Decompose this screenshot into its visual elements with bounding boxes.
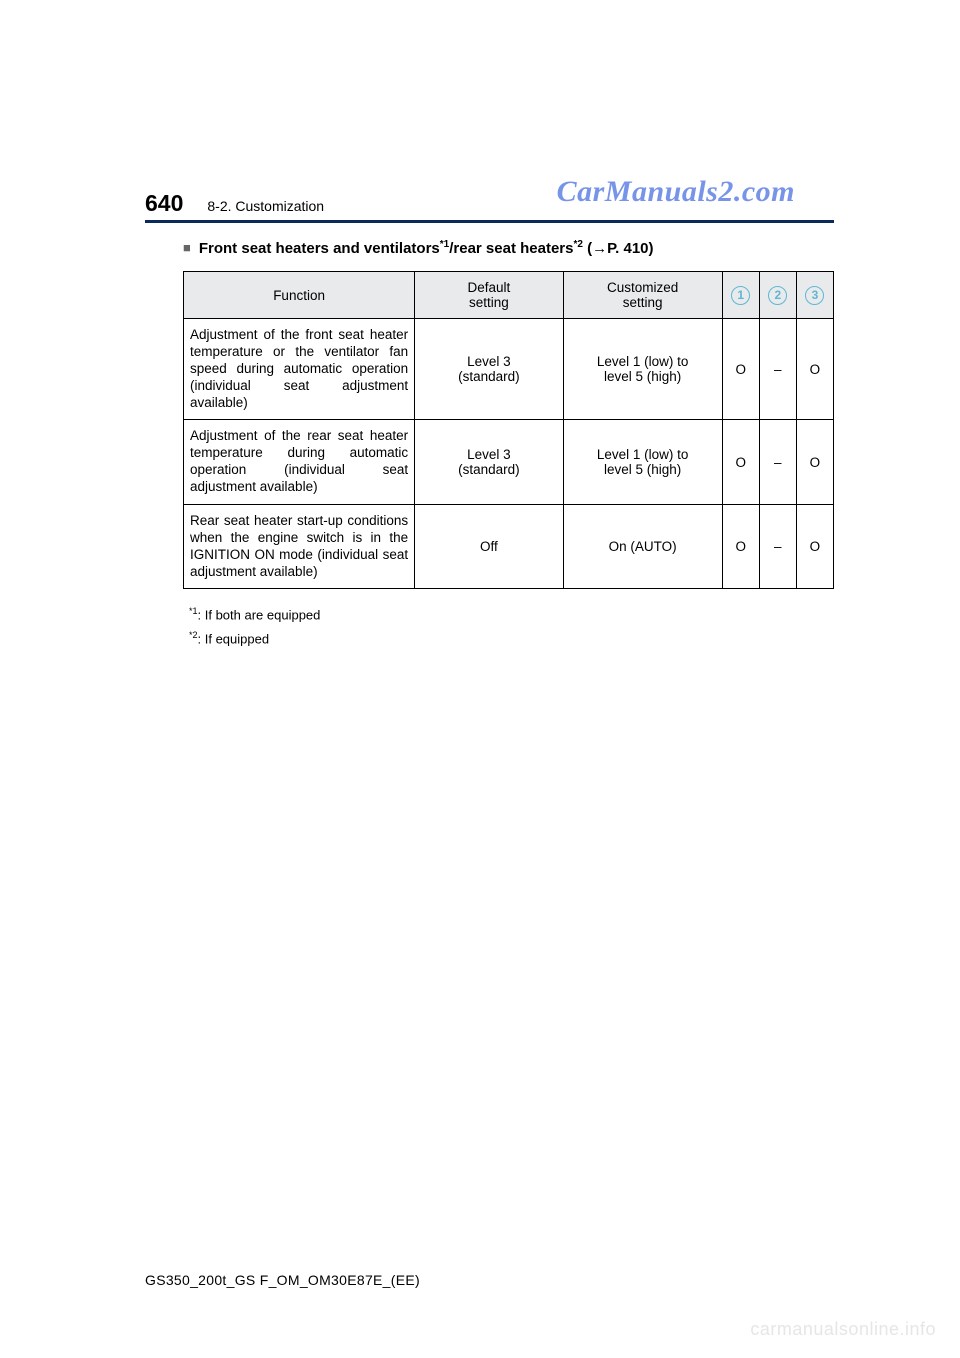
cell-customized: Level 1 (low) to level 5 (high) [563, 319, 722, 420]
cell-c3: O [796, 504, 833, 589]
th-customized: Customized setting [563, 272, 722, 319]
circled-2-icon: 2 [768, 286, 787, 305]
section-label: 8-2. Customization [207, 198, 324, 214]
th-default: Default setting [415, 272, 563, 319]
th-col3: 3 [796, 272, 833, 319]
heading-part-2: /rear seat heaters [449, 240, 573, 257]
cell-c3: O [796, 319, 833, 420]
page-number: 640 [145, 190, 183, 217]
cell-customized: Level 1 (low) to level 5 (high) [563, 420, 722, 505]
heading-part-1: Front seat heaters and ventilators [199, 240, 440, 257]
th-col2: 2 [759, 272, 796, 319]
heading-text: Front seat heaters and ventilators*1/rea… [199, 239, 654, 257]
cell-function: Adjustment of the rear seat heater tempe… [184, 420, 415, 505]
cell-c1: O [722, 319, 759, 420]
cell-function: Rear seat heater start-up conditions whe… [184, 504, 415, 589]
cell-default: Off [415, 504, 563, 589]
cell-c2: – [759, 319, 796, 420]
heading-part-3: (→P. 410) [583, 240, 654, 257]
circled-3-icon: 3 [805, 286, 824, 305]
footnote-2-text: : If equipped [198, 631, 270, 646]
cell-function: Adjustment of the front seat heater temp… [184, 319, 415, 420]
section-heading: ■ Front seat heaters and ventilators*1/r… [183, 239, 834, 257]
footnote-2-sup: *2 [189, 630, 198, 640]
cell-default: Level 3 (standard) [415, 319, 563, 420]
heading-sup-2: *2 [573, 239, 582, 250]
settings-table: Function Default setting Customized sett… [183, 271, 834, 589]
cell-c2: – [759, 420, 796, 505]
footnote-1: *1: If both are equipped [189, 603, 834, 627]
cell-c1: O [722, 420, 759, 505]
watermark-top: CarManuals2.com [557, 175, 795, 209]
footnote-1-text: : If both are equipped [198, 608, 321, 623]
th-function: Function [184, 272, 415, 319]
table-row: Adjustment of the rear seat heater tempe… [184, 420, 834, 505]
watermark-bottom: carmanualsonline.info [750, 1319, 936, 1340]
cell-c1: O [722, 504, 759, 589]
table-header-row: Function Default setting Customized sett… [184, 272, 834, 319]
footnote-1-sup: *1 [189, 606, 198, 616]
footnotes: *1: If both are equipped *2: If equipped [189, 603, 834, 650]
table-row: Adjustment of the front seat heater temp… [184, 319, 834, 420]
cell-c3: O [796, 420, 833, 505]
square-bullet-icon: ■ [183, 240, 191, 255]
table-row: Rear seat heater start-up conditions whe… [184, 504, 834, 589]
circled-1-icon: 1 [731, 286, 750, 305]
cell-c2: – [759, 504, 796, 589]
footnote-2: *2: If equipped [189, 627, 834, 651]
cell-customized: On (AUTO) [563, 504, 722, 589]
cell-default: Level 3 (standard) [415, 420, 563, 505]
th-col1: 1 [722, 272, 759, 319]
heading-sup-1: *1 [440, 239, 449, 250]
document-footer: GS350_200t_GS F_OM_OM30E87E_(EE) [145, 1272, 420, 1288]
page-container: CarManuals2.com 640 8-2. Customization ■… [0, 0, 960, 1358]
